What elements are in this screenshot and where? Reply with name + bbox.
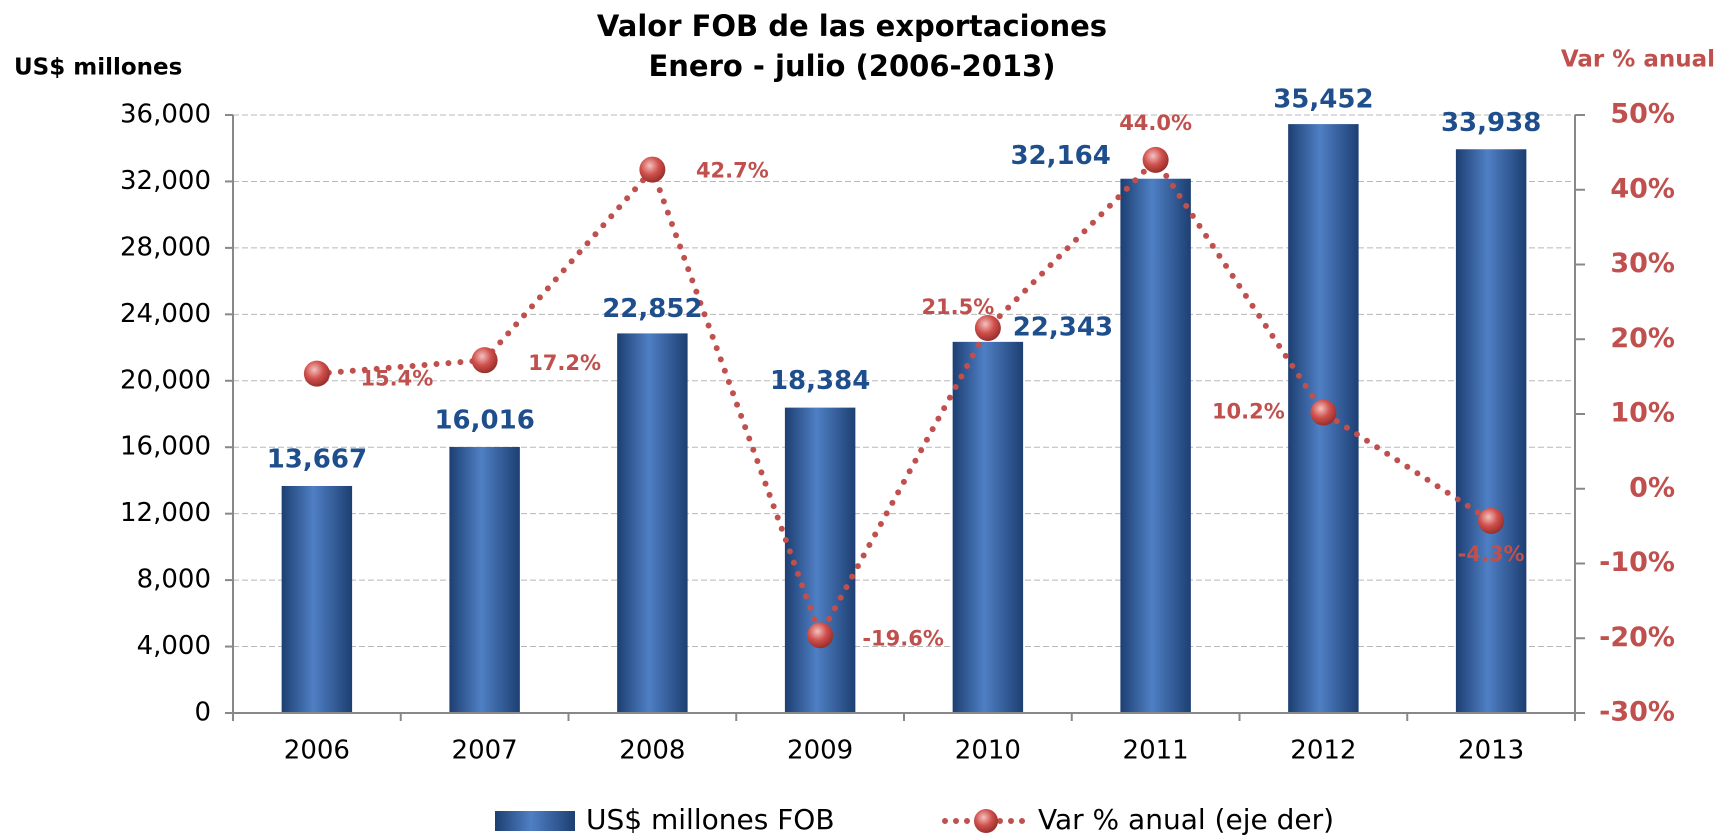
- y2-axis-label: Var % anual: [1561, 47, 1715, 73]
- x-tick-label: 2012: [1290, 736, 1356, 766]
- y2-tick-label: 10%: [1610, 398, 1675, 429]
- line: [313, 155, 1495, 643]
- bar: [281, 485, 353, 713]
- bar-value-label: 22,852: [602, 294, 702, 324]
- y2-tick-label: -10%: [1599, 547, 1675, 578]
- line-value-label: 21.5%: [921, 295, 994, 319]
- bar-value-label: 16,016: [434, 405, 534, 435]
- line-marker: [639, 156, 666, 183]
- legend-swatch: [495, 811, 575, 831]
- line-value-label: 15.4%: [360, 367, 433, 391]
- x-tick-label: 2010: [955, 736, 1021, 766]
- line-value-label: 10.2%: [1212, 400, 1285, 424]
- line-value-label: -19.6%: [862, 626, 944, 650]
- bar: [449, 446, 520, 713]
- y2-tick-label: 30%: [1610, 248, 1675, 279]
- line-marker: [807, 622, 834, 649]
- y-axis-label: US$ millones: [14, 55, 182, 81]
- x-tick-label: 2009: [787, 736, 853, 766]
- x-tick-label: 2006: [284, 736, 350, 766]
- y2-tick-label: 50%: [1610, 99, 1675, 130]
- line-marker: [1142, 146, 1169, 173]
- x-tick-label: 2013: [1458, 736, 1524, 766]
- y-tick-label: 0: [194, 698, 211, 728]
- bar: [952, 341, 1024, 713]
- bar-value-label: 32,164: [1010, 141, 1110, 171]
- y-tick-label: 24,000: [120, 299, 211, 329]
- line-marker: [974, 315, 1001, 342]
- y-tick-label: 16,000: [120, 432, 211, 462]
- x-tick-label: 2007: [452, 736, 518, 766]
- y2-tick-label: 20%: [1610, 323, 1675, 354]
- bar-value-label: 13,667: [267, 444, 367, 474]
- line-marker: [1478, 507, 1505, 534]
- y-tick-label: 36,000: [120, 100, 211, 130]
- line-value-label: 42.7%: [696, 159, 769, 183]
- bar-value-label: 18,384: [770, 366, 870, 396]
- chart-title: Valor FOB de las exportaciones: [597, 9, 1107, 43]
- line-value-label: 44.0%: [1119, 111, 1192, 135]
- legend-label: Var % anual (eje der): [1038, 803, 1334, 836]
- x-tick-label: 2011: [1123, 736, 1189, 766]
- y-tick-label: 12,000: [120, 498, 211, 528]
- y2-tick-label: 0%: [1629, 472, 1675, 503]
- y-tick-label: 4,000: [137, 631, 211, 661]
- y-tick-label: 32,000: [120, 166, 211, 196]
- bar: [1120, 178, 1191, 713]
- line-marker: [471, 347, 498, 374]
- y2-tick-label: 40%: [1610, 173, 1675, 204]
- bar-value-label: 22,343: [1013, 312, 1113, 342]
- y2-tick-label: -20%: [1599, 622, 1675, 653]
- chart-subtitle: Enero - julio (2006-2013): [648, 49, 1055, 83]
- line-value-label: 17.2%: [528, 351, 601, 375]
- line-marker: [1310, 399, 1337, 426]
- y-tick-label: 28,000: [120, 232, 211, 262]
- y-tick-label: 20,000: [120, 365, 211, 395]
- legend-marker: [974, 809, 998, 833]
- y2-tick-label: -30%: [1599, 697, 1675, 728]
- x-tick-label: 2008: [619, 736, 685, 766]
- line-marker: [303, 360, 330, 387]
- bar: [617, 333, 688, 713]
- bar: [1455, 149, 1527, 714]
- bar-value-label: 33,938: [1441, 108, 1541, 138]
- line-value-label: -4.3%: [1458, 542, 1525, 566]
- legend-label: US$ millones FOB: [586, 803, 835, 836]
- bar: [784, 407, 856, 713]
- y-tick-label: 8,000: [137, 565, 211, 595]
- bar-value-label: 35,452: [1273, 85, 1373, 115]
